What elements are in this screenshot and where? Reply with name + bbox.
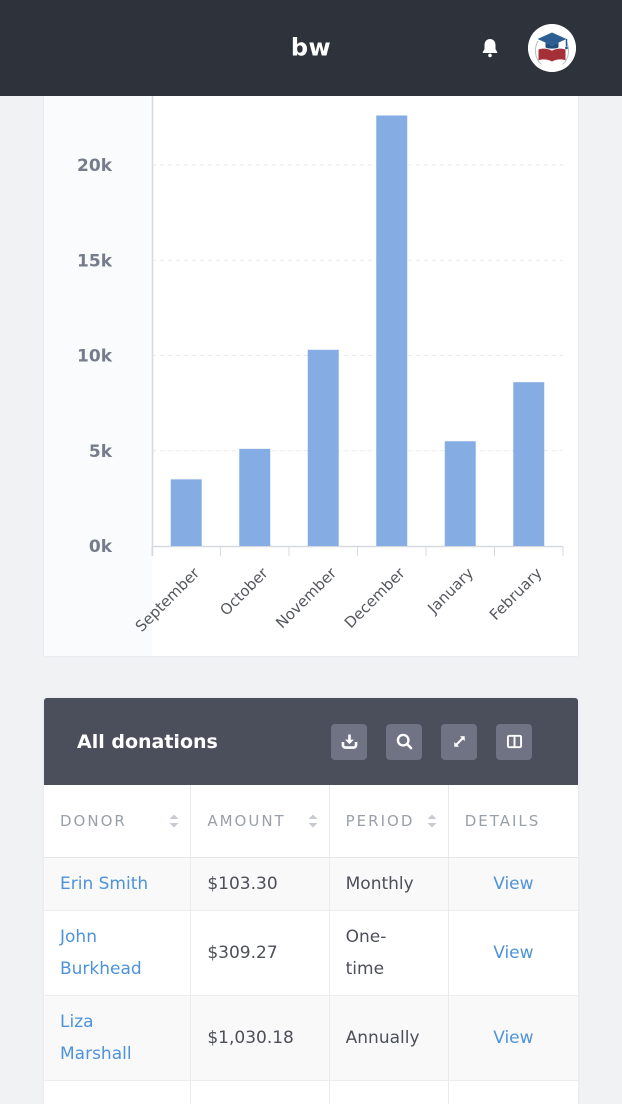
- table-toolbar: [331, 723, 532, 760]
- chart-bar-october[interactable]: [239, 448, 271, 546]
- donation-amount: $309.27: [207, 943, 278, 963]
- donation-period: One-time: [345, 927, 387, 979]
- donation-period: Annually: [345, 1028, 420, 1048]
- empty-cell: [448, 1080, 578, 1104]
- cell-amount: $1,030.18: [190, 995, 330, 1081]
- donations-table: DONOR AMOUNT PERIOD DETAILS Erin Smith $103.…: [44, 785, 578, 1104]
- donation-amount: $1,030.18: [207, 1028, 294, 1048]
- donor-link[interactable]: Liza Marshall: [60, 1012, 156, 1064]
- download-button[interactable]: [331, 723, 367, 760]
- expand-arrows-icon: [453, 736, 465, 747]
- view-label: View: [493, 874, 534, 894]
- chart-bar-december[interactable]: [376, 115, 408, 546]
- y-axis-label: 15k: [77, 251, 113, 271]
- columns-icon: [506, 734, 522, 749]
- empty-cell: [329, 1080, 449, 1104]
- column-header-label: PERIOD: [345, 812, 415, 830]
- cell-donor: Liza Marshall: [44, 995, 192, 1081]
- chart-bar-february[interactable]: [513, 382, 545, 546]
- column-header-label: DETAILS: [464, 812, 541, 830]
- donor-name: Erin Smith: [60, 874, 149, 894]
- header-actions: [478, 0, 576, 96]
- x-axis-label: November: [272, 564, 340, 632]
- cell-details: View: [448, 857, 578, 911]
- cell-details: View: [448, 910, 578, 996]
- view-label: View: [493, 1028, 534, 1048]
- column-header-donor[interactable]: DONOR: [44, 785, 192, 858]
- cell-period: Monthly: [329, 857, 449, 911]
- y-axis-label: 10k: [77, 347, 113, 367]
- table-row: Erin Smith $103.30 Monthly View: [44, 857, 578, 911]
- column-header-details: DETAILS: [448, 785, 578, 858]
- x-axis-label: February: [486, 564, 546, 624]
- cell-details: View: [448, 995, 578, 1081]
- sort-arrows-icon: [427, 814, 437, 828]
- cell-amount: $103.30: [190, 857, 330, 911]
- download-icon: [341, 734, 357, 749]
- search-button[interactable]: [386, 723, 422, 760]
- view-link[interactable]: View: [493, 1028, 533, 1048]
- empty-cell: [44, 1080, 192, 1104]
- empty-cell: [190, 1080, 330, 1104]
- panel-header: All donations: [44, 698, 578, 785]
- cell-period: Annually: [329, 995, 449, 1081]
- view-link[interactable]: View: [493, 943, 533, 963]
- y-axis-label: 20k: [77, 156, 113, 176]
- table-row-partial: [44, 1080, 578, 1104]
- x-axis-label: October: [216, 564, 272, 620]
- cell-donor: John Burkhead: [44, 910, 192, 996]
- table-header: DONOR AMOUNT PERIOD DETAILS: [44, 785, 578, 858]
- donor-link[interactable]: John Burkhead: [60, 927, 156, 979]
- table-row: John Burkhead $309.27 One-time View: [44, 910, 578, 996]
- donation-amount: $103.30: [207, 874, 278, 894]
- chart-bar-january[interactable]: [444, 441, 476, 546]
- app-logo: bw: [290, 33, 332, 62]
- x-axis-label: January: [423, 564, 477, 618]
- column-header-amount[interactable]: AMOUNT: [190, 785, 330, 858]
- column-header-label: AMOUNT: [207, 812, 286, 830]
- sort-arrows-icon: [169, 814, 179, 828]
- columns-button[interactable]: [496, 723, 532, 760]
- view-link[interactable]: View: [493, 874, 533, 894]
- table-row: Liza Marshall $1,030.18 Annually View: [44, 995, 578, 1081]
- chart-bar-september[interactable]: [170, 479, 202, 546]
- donor-name: John Burkhead: [60, 927, 142, 979]
- y-axis-label: 5k: [89, 442, 113, 462]
- column-header-period[interactable]: PERIOD: [329, 785, 449, 858]
- donations-bar-chart-card: 0k 5k 10k 15k 20k September October November Dec…: [44, 96, 578, 656]
- panel-title: All donations: [77, 730, 218, 753]
- axis-label-strip: [44, 96, 152, 656]
- donor-link[interactable]: Erin Smith: [60, 874, 148, 894]
- app-header: bw: [0, 0, 622, 96]
- chart-bar-november[interactable]: [307, 349, 339, 546]
- y-axis-label: 0k: [89, 537, 113, 557]
- expand-button[interactable]: [441, 723, 477, 760]
- cell-period: One-time: [329, 910, 449, 996]
- cell-donor: Erin Smith: [44, 857, 192, 911]
- sort-arrows-icon: [308, 814, 318, 828]
- column-header-label: DONOR: [60, 812, 127, 830]
- donor-name: Liza Marshall: [60, 1012, 132, 1064]
- bell-icon[interactable]: [478, 35, 502, 61]
- view-label: View: [493, 943, 534, 963]
- school-crest-avatar[interactable]: [528, 24, 576, 72]
- x-axis-label: December: [341, 564, 409, 632]
- cell-amount: $309.27: [190, 910, 330, 996]
- search-icon: [396, 733, 412, 750]
- all-donations-panel: All donations: [44, 698, 578, 1104]
- donation-period: Monthly: [345, 874, 414, 894]
